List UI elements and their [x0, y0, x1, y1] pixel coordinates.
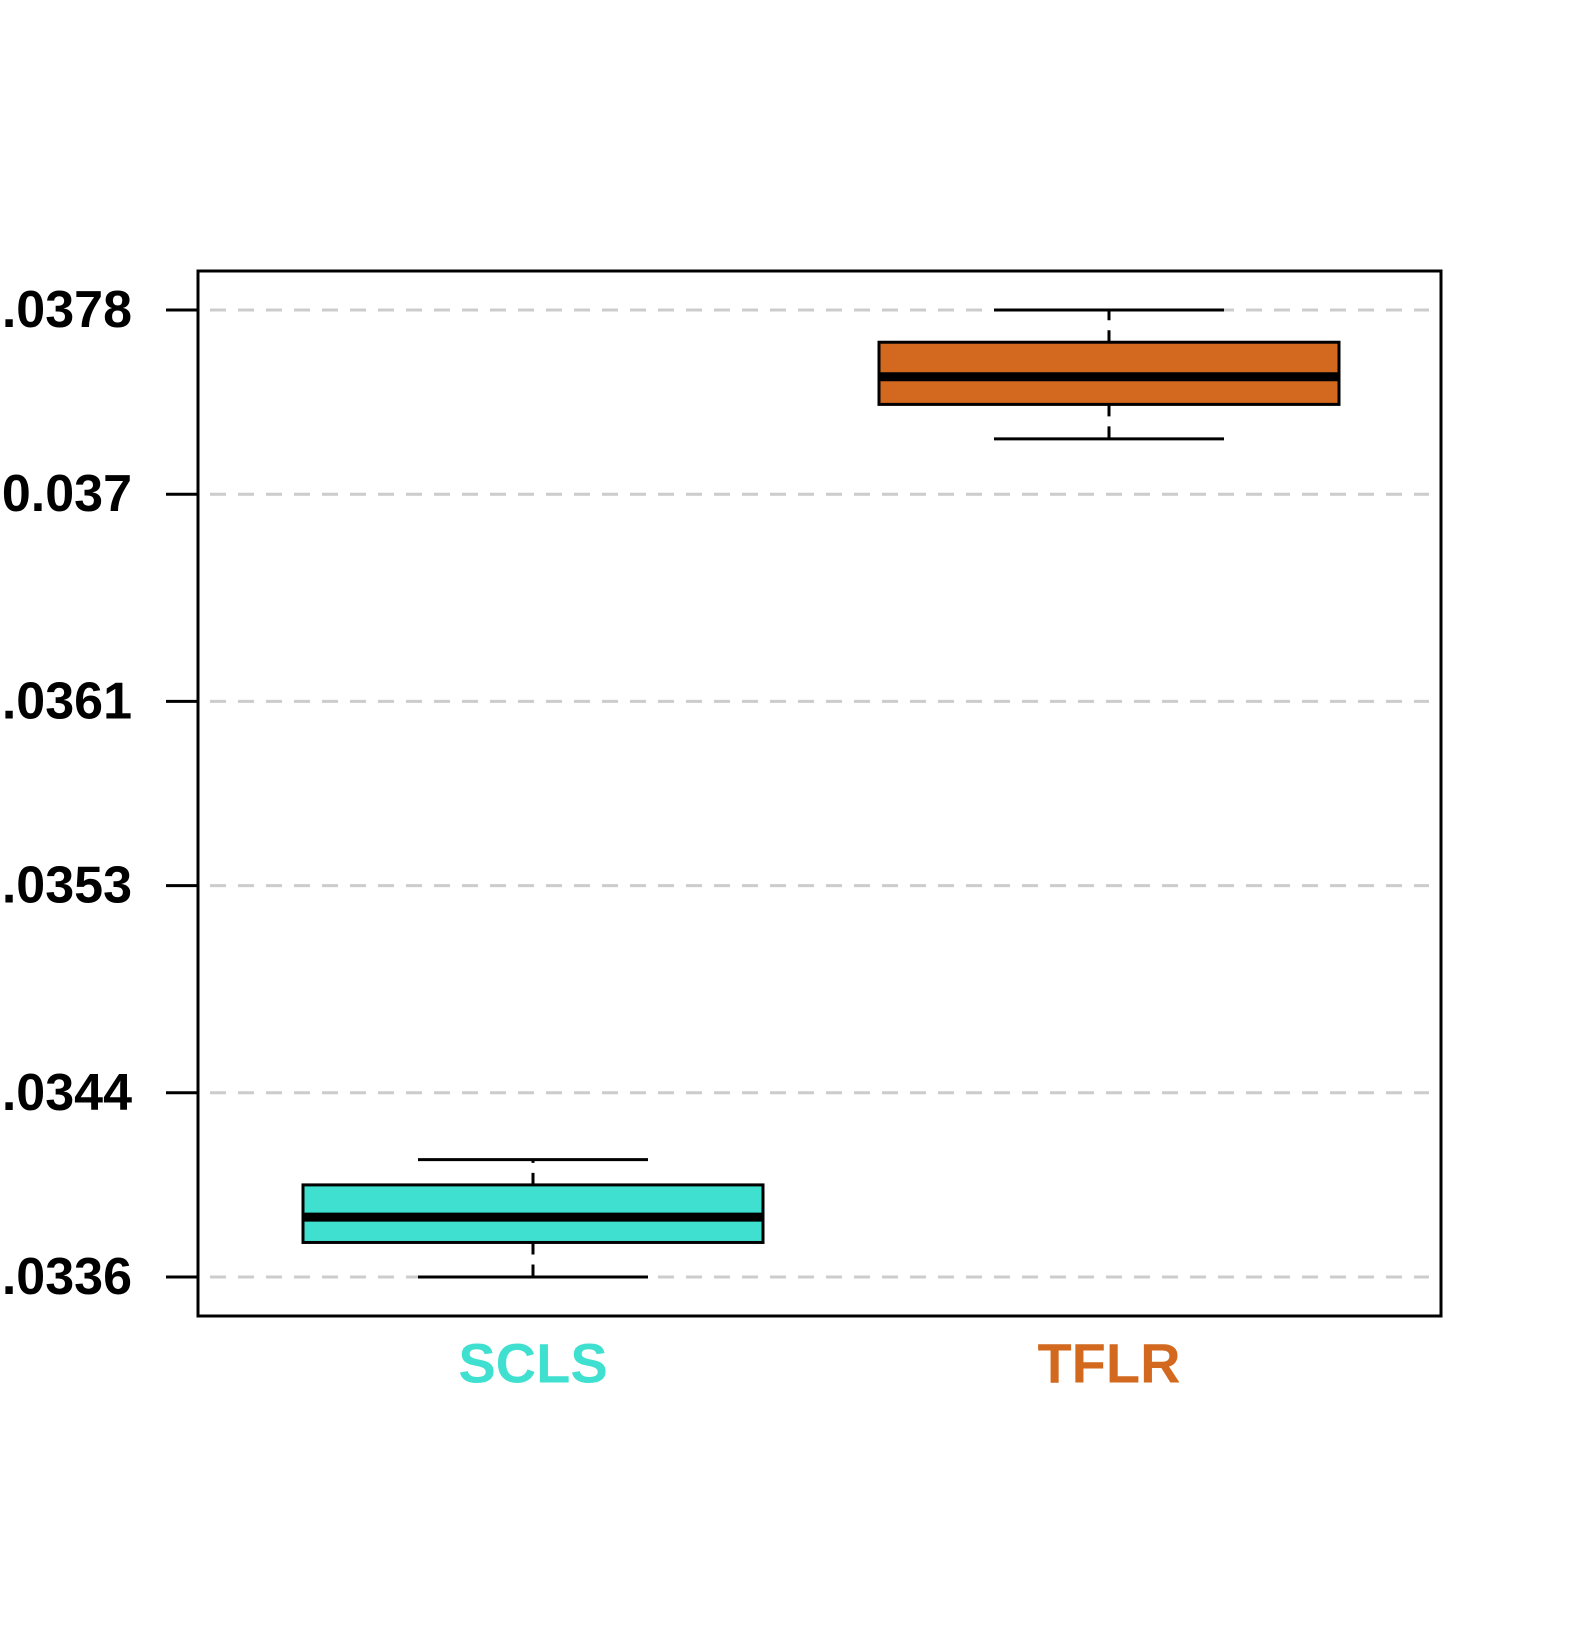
y-tick-label: .0378: [2, 281, 132, 339]
box-scls: [301, 1158, 765, 1279]
grid-lines: [210, 308, 1429, 1279]
y-tick-label: .0344: [2, 1064, 132, 1122]
x-axis: SCLS TFLR: [458, 1332, 1180, 1395]
y-tick-label: .0353: [2, 857, 132, 915]
x-category-label: SCLS: [458, 1332, 607, 1395]
box-tflr: [877, 308, 1341, 441]
boxes: [301, 308, 1341, 1279]
y-tick-label: .0361: [2, 672, 132, 730]
y-tick-label: 0.037: [2, 465, 132, 523]
y-axis: .0336 .0344 .0353 .0361 0.037 .0378: [2, 281, 198, 1306]
y-tick-label: .0336: [2, 1248, 132, 1306]
plot-frame: [196, 269, 1443, 1318]
x-category-label: TFLR: [1037, 1332, 1180, 1395]
